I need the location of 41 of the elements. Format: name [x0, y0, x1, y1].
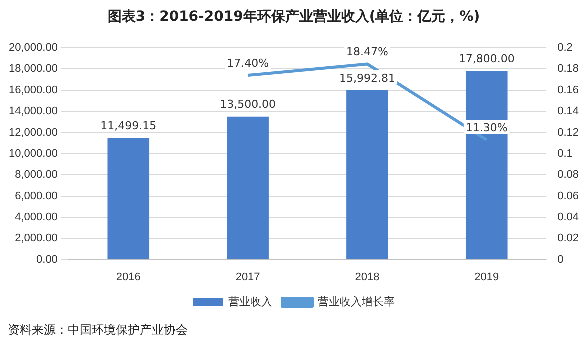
legend-label: 营业收入增长率 — [318, 296, 395, 309]
y-tick-label: 16,000.00 — [9, 84, 58, 96]
data-label: 18.47% — [346, 46, 388, 59]
chart-title: 图表3：2016-2019年环保产业营业收入(单位：亿元，%) — [106, 8, 482, 27]
y2-tick-label: 0.12 — [558, 126, 580, 139]
y-tick-label: 2,000.00 — [15, 232, 58, 245]
y-tick-label: 14,000.00 — [9, 106, 58, 118]
text: 资料来源：中国环境保护产业协会 — [7, 322, 189, 339]
bar — [227, 116, 269, 260]
y-tick-label: 6,000.00 — [15, 190, 58, 202]
y2-tick-label: 0.06 — [558, 190, 580, 202]
y-tick-label: 8,000.00 — [15, 169, 58, 182]
y2-tick-label: 0.1 — [558, 148, 573, 160]
data-label: 11.30% — [466, 121, 508, 134]
x-tick-label: 2018 — [355, 271, 380, 284]
y-tick-label: 12,000.00 — [9, 126, 58, 139]
data-label: 15,992.81 — [339, 72, 396, 85]
y2-tick-label: 0.04 — [558, 211, 580, 224]
legend-label: 营业收入 — [228, 296, 272, 309]
x-tick-label: 2019 — [474, 271, 500, 284]
data-label: 11,499.15 — [100, 119, 157, 132]
y2-tick-label: 0 — [558, 254, 564, 266]
y2-tick-label: 0.2 — [558, 42, 573, 54]
y2-tick-label: 0.02 — [558, 232, 580, 245]
data-label: 17,800.00 — [458, 52, 515, 66]
y-tick-label: 4,000.00 — [15, 211, 58, 224]
y2-tick-label: 0.14 — [558, 106, 580, 118]
data-label: 17.40% — [227, 56, 270, 70]
y-tick-label: 20,000.00 — [9, 42, 58, 54]
y2-tick-label: 0.16 — [558, 84, 580, 96]
y-tick-label: 10,000.00 — [9, 148, 58, 160]
data-label: 13,500.00 — [220, 98, 276, 112]
bar — [346, 90, 388, 260]
bar — [466, 71, 508, 260]
y-tick-label: 0.00 — [36, 254, 58, 266]
x-tick-label: 2017 — [236, 271, 260, 284]
y2-tick-label: 0.18 — [558, 63, 580, 76]
bar — [108, 138, 150, 260]
y-tick-label: 18,000.00 — [9, 63, 58, 76]
y2-tick-label: 0.08 — [558, 169, 580, 182]
x-tick-label: 2016 — [116, 271, 141, 284]
